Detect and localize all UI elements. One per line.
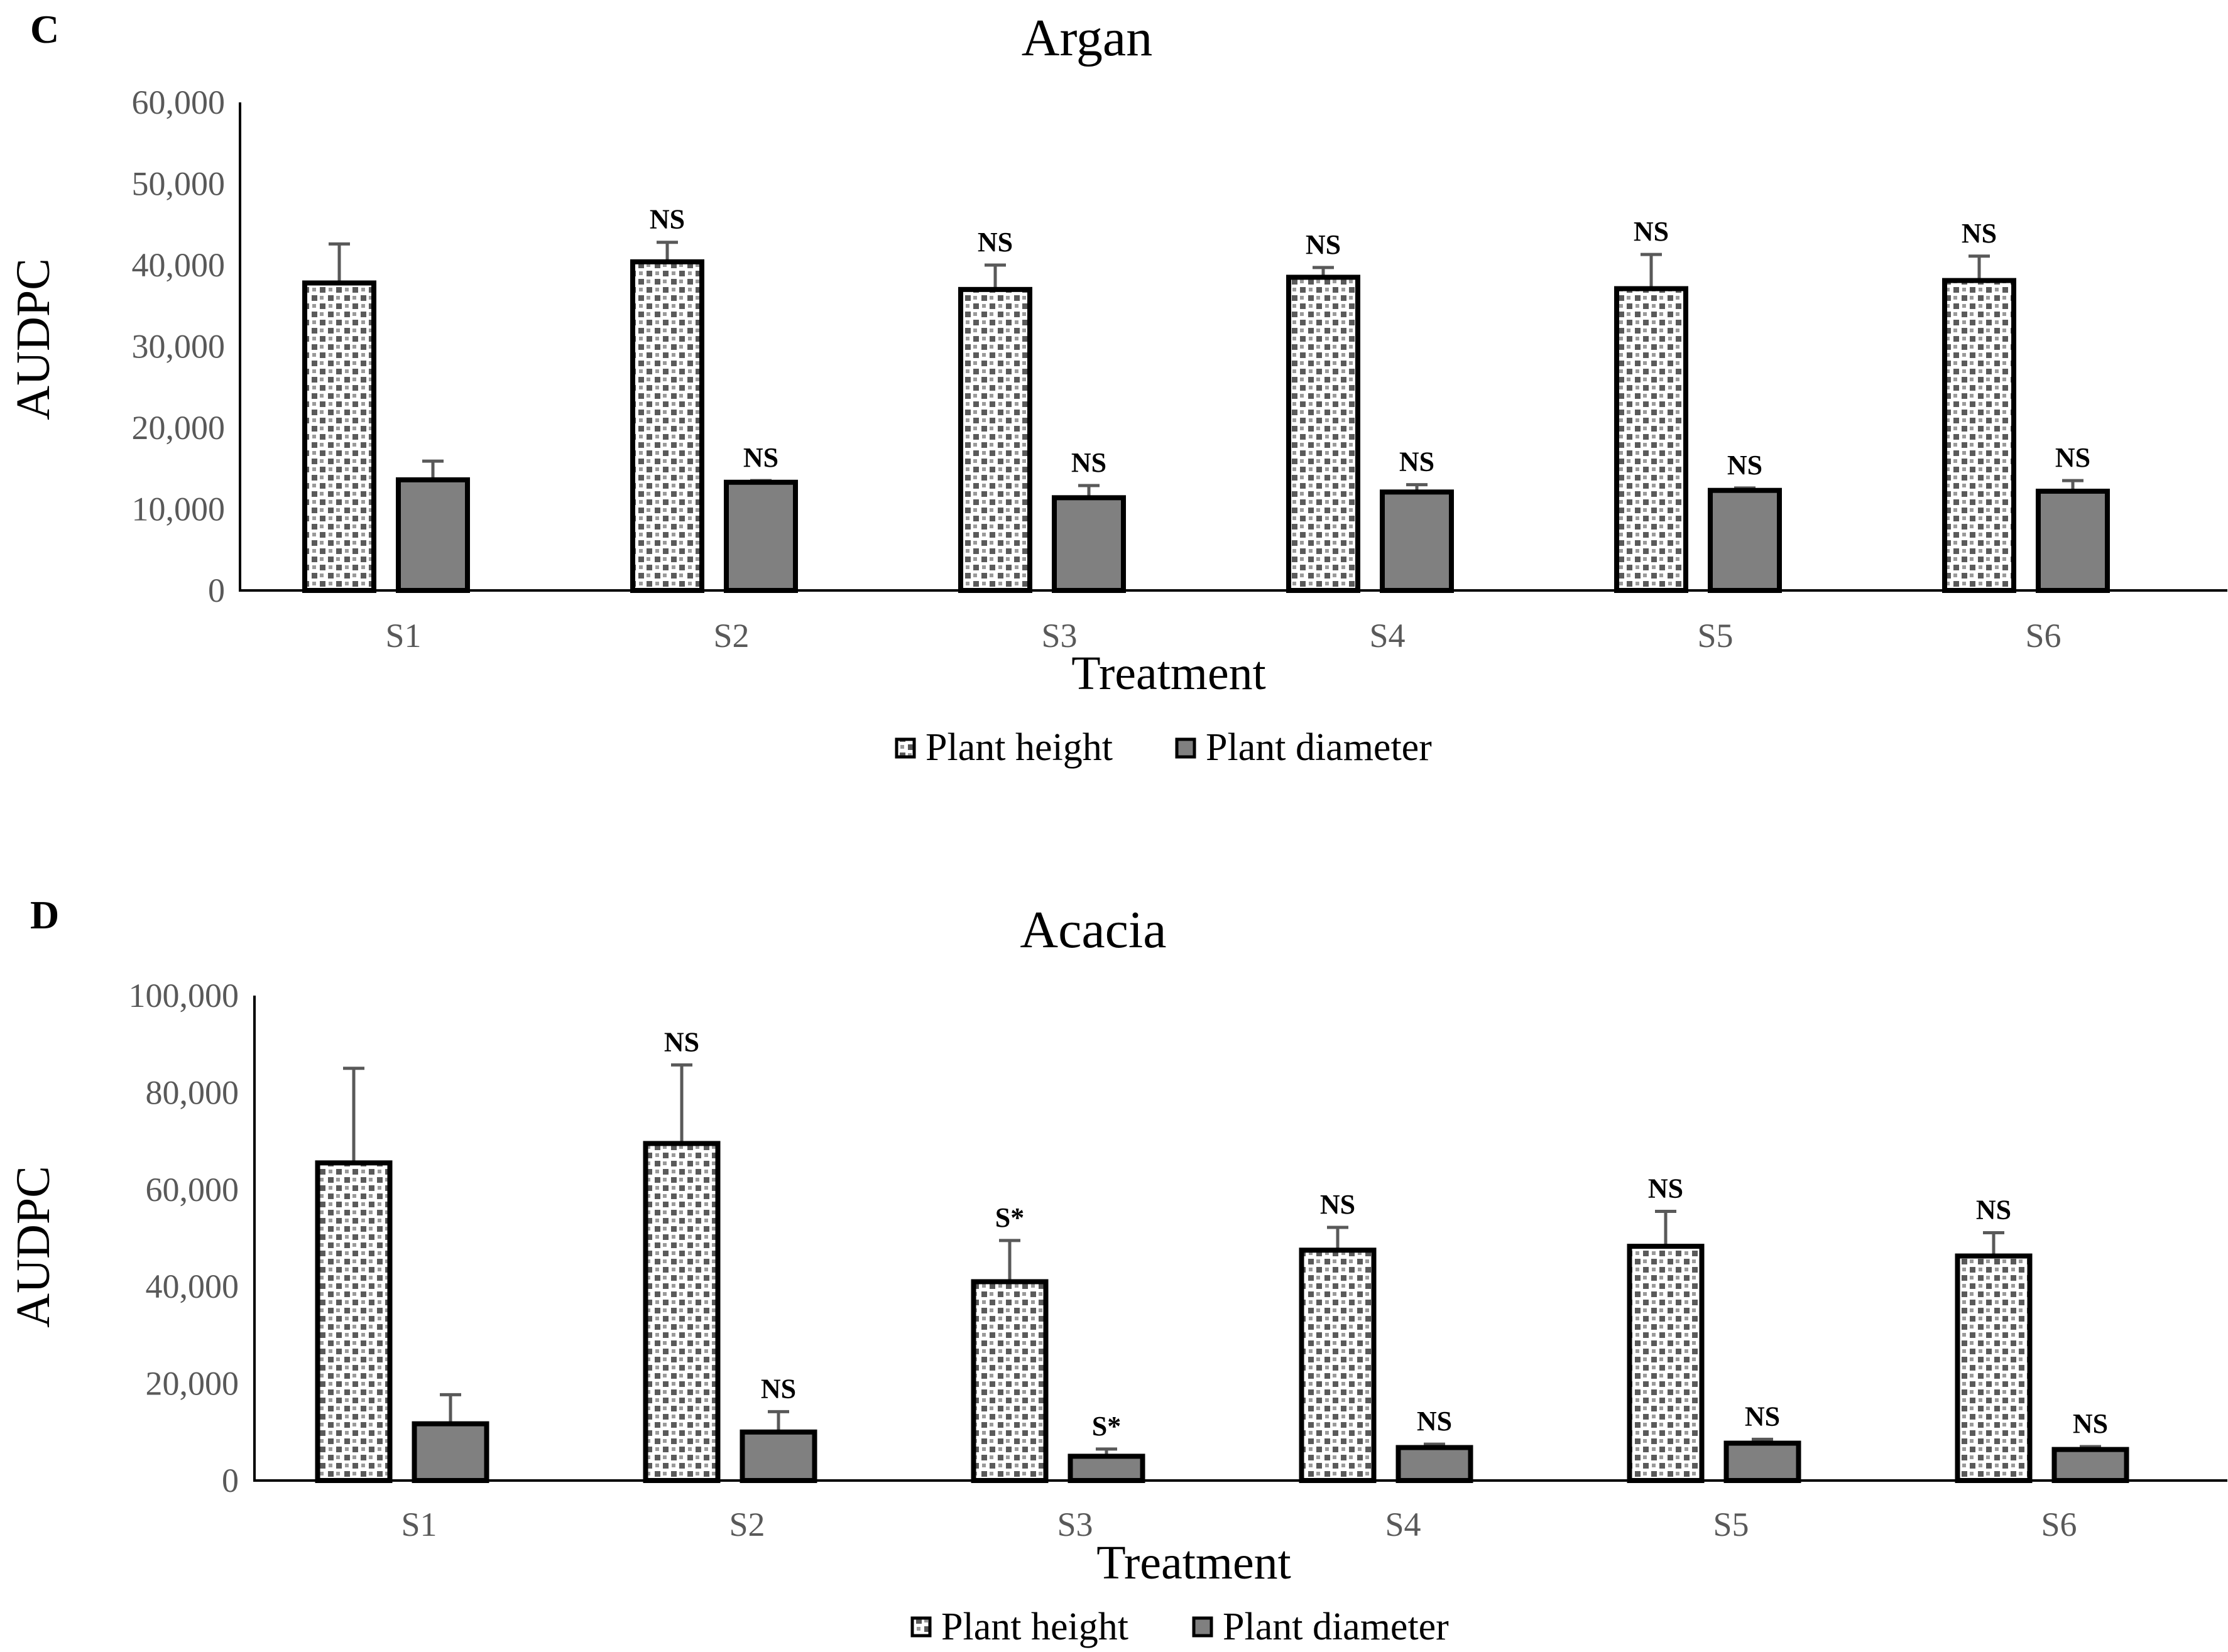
x-tick-label: S4 xyxy=(1369,617,1405,655)
significance-label: NS xyxy=(1399,447,1434,477)
bar-plant-diameter xyxy=(1068,1454,1145,1483)
bar-plant-diameter xyxy=(724,479,798,594)
x-tick-label: S5 xyxy=(1697,617,1733,655)
legend-swatch-plant-diameter xyxy=(1192,1616,1213,1638)
bar-plant-height xyxy=(302,280,376,593)
bar-plant-diameter xyxy=(1395,1445,1473,1483)
significance-label: NS xyxy=(664,1026,699,1057)
significance-label: NS xyxy=(1745,1401,1780,1432)
x-axis-categories: S1 S2 S3 S4 S5 S6 xyxy=(401,1506,2077,1543)
legend: Plant height Plant diameter xyxy=(895,726,1432,769)
y-axis-ticks: 0 20,000 40,000 60,000 80,000 100,000 xyxy=(129,977,239,1499)
x-tick-label: S1 xyxy=(401,1506,437,1543)
bar-plant-diameter xyxy=(412,1421,489,1484)
bar-plant-height xyxy=(1286,274,1360,593)
y-tick-label: 60,000 xyxy=(146,1171,239,1209)
legend-label-plant-diameter: Plant diameter xyxy=(1223,1606,1449,1648)
x-tick-label: S4 xyxy=(1385,1506,1421,1543)
significance-label: NS xyxy=(1634,216,1669,247)
y-axis-ticks: 0 10,000 20,000 30,000 40,000 50,000 60,000 xyxy=(132,84,226,609)
y-tick-label: 100,000 xyxy=(129,977,239,1014)
bar-plant-height xyxy=(1955,1253,2033,1483)
legend-swatch-plant-diameter xyxy=(1175,737,1196,759)
significance-label: S* xyxy=(1092,1411,1121,1442)
x-tick-label: S2 xyxy=(713,617,749,655)
bar-plant-diameter xyxy=(740,1429,817,1484)
chart-title: Argan xyxy=(1022,9,1152,67)
x-tick-label: S3 xyxy=(1057,1506,1093,1543)
chart-panel-acacia: D Acacia AUDPC Treatment 0 20,000 40,000 60… xyxy=(7,893,2227,1648)
significance-label: NS xyxy=(1417,1406,1452,1437)
bar-plant-height xyxy=(1614,286,1688,593)
x-axis-categories: S1 S2 S3 S4 S5 S6 xyxy=(385,617,2061,655)
bar-plant-height xyxy=(315,1160,393,1483)
bar-plant-height xyxy=(643,1141,721,1483)
y-tick-label: 40,000 xyxy=(146,1268,239,1305)
y-axis-label: AUDPC xyxy=(7,258,60,420)
legend-swatch-plant-height xyxy=(895,737,916,759)
legend-label-plant-diameter: Plant diameter xyxy=(1206,726,1432,769)
x-tick-label: S5 xyxy=(1713,1506,1749,1543)
bar-plant-diameter xyxy=(396,477,470,593)
significance-label: NS xyxy=(978,227,1013,258)
legend: Plant height Plant diameter xyxy=(910,1606,1449,1648)
y-tick-label: 0 xyxy=(222,1462,239,1499)
significance-label: NS xyxy=(650,204,685,235)
significance-label: NS xyxy=(1648,1173,1683,1204)
y-tick-label: 20,000 xyxy=(132,409,226,447)
bar-plant-diameter xyxy=(2051,1447,2129,1484)
bar-plant-diameter xyxy=(2036,489,2110,594)
y-axis-label: AUDPC xyxy=(7,1166,60,1328)
y-tick-label: 30,000 xyxy=(132,328,226,366)
legend-label-plant-height: Plant height xyxy=(926,726,1113,769)
bar-plant-height xyxy=(1942,278,2016,593)
bar-plant-height xyxy=(630,259,704,593)
significance-label: NS xyxy=(1962,218,1997,249)
y-tick-label: 0 xyxy=(208,572,225,609)
bar-plant-diameter xyxy=(1723,1440,1801,1483)
y-tick-label: 10,000 xyxy=(132,491,226,528)
panel-label: C xyxy=(30,7,59,52)
x-axis-label: Treatment xyxy=(1071,647,1266,700)
x-tick-label: S3 xyxy=(1041,617,1077,655)
significance-label: NS xyxy=(1071,447,1106,478)
x-axis-label: Treatment xyxy=(1096,1536,1291,1589)
significance-label: NS xyxy=(1976,1195,2011,1225)
x-tick-label: S6 xyxy=(2041,1506,2077,1543)
bar-plant-height xyxy=(1627,1244,1705,1484)
bar-plant-height xyxy=(958,286,1032,593)
y-tick-label: 20,000 xyxy=(146,1365,239,1403)
y-tick-label: 40,000 xyxy=(132,246,226,284)
bar-plant-height xyxy=(971,1279,1049,1483)
x-tick-label: S1 xyxy=(385,617,421,655)
significance-label: NS xyxy=(1306,229,1341,260)
y-tick-label: 60,000 xyxy=(132,84,226,121)
bar-plant-diameter xyxy=(1708,487,1782,594)
y-tick-label: 50,000 xyxy=(132,165,226,203)
chart-title: Acacia xyxy=(1020,901,1166,959)
bar-plant-diameter xyxy=(1052,495,1126,593)
significance-label: S* xyxy=(995,1202,1024,1233)
significance-label: NS xyxy=(743,442,778,473)
bar-plant-height xyxy=(1299,1247,1377,1484)
significance-label: NS xyxy=(1727,450,1762,481)
significance-label: NS xyxy=(2073,1408,2108,1439)
x-tick-label: S2 xyxy=(729,1506,765,1543)
bars: NS S* NS NS NS NS S* NS NS NS xyxy=(315,1026,2129,1484)
significance-label: NS xyxy=(2055,442,2090,473)
legend-swatch-plant-height xyxy=(910,1616,932,1638)
significance-label: NS xyxy=(761,1373,796,1404)
bar-plant-diameter xyxy=(1380,489,1454,593)
chart-panel-argan: C Argan AUDPC Treatment 0 10,000 20,000 30,… xyxy=(7,7,2227,769)
bars: NS NS NS NS NS NS NS NS NS NS xyxy=(302,204,2110,594)
y-tick-label: 80,000 xyxy=(146,1073,239,1111)
significance-label: NS xyxy=(1320,1189,1355,1220)
x-tick-label: S6 xyxy=(2025,617,2061,655)
legend-label-plant-height: Plant height xyxy=(941,1606,1128,1648)
panel-label: D xyxy=(30,893,59,937)
